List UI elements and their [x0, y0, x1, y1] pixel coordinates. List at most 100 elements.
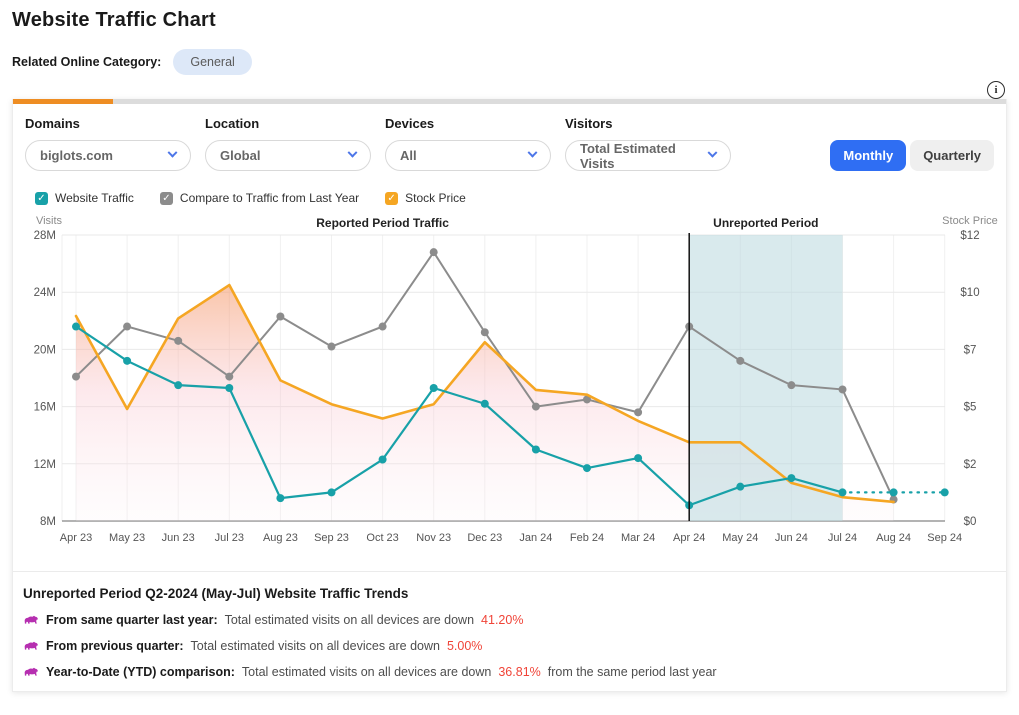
svg-text:Dec 23: Dec 23 [467, 532, 502, 544]
stock-price-line[interactable] [74, 283, 895, 504]
legend-compare-last-year[interactable]: ✓ Compare to Traffic from Last Year [159, 191, 360, 205]
visitors-dropdown[interactable]: Total Estimated Visits [565, 140, 731, 171]
visitors-label: Visitors [565, 116, 613, 131]
svg-text:Unreported Period: Unreported Period [713, 216, 818, 230]
svg-text:Jun 24: Jun 24 [775, 532, 808, 544]
svg-text:Reported Period Traffic: Reported Period Traffic [316, 216, 449, 230]
svg-text:Sep 23: Sep 23 [314, 532, 349, 544]
trend-text: Total estimated visits on all devices ar… [241, 665, 492, 679]
svg-text:Nov 23: Nov 23 [416, 532, 451, 544]
website-traffic-projection[interactable] [841, 488, 949, 497]
svg-text:May 23: May 23 [109, 532, 145, 544]
website-traffic-line[interactable] [72, 322, 847, 510]
svg-text:Aug 23: Aug 23 [263, 532, 298, 544]
svg-text:12M: 12M [34, 459, 56, 471]
domains-value: biglots.com [40, 148, 113, 163]
quarterly-button[interactable]: Quarterly [910, 140, 994, 171]
trends-summary: Unreported Period Q2-2024 (May-Jul) Webs… [13, 571, 1006, 687]
card-accent-bar [13, 99, 1006, 104]
svg-text:Mar 24: Mar 24 [621, 532, 655, 544]
legend-label: Website Traffic [55, 191, 134, 205]
filter-domains: Domains biglots.com [25, 116, 205, 171]
trend-label: From same quarter last year: [46, 613, 218, 627]
page-title: Website Traffic Chart [12, 9, 216, 31]
category-chip[interactable]: General [173, 49, 252, 75]
granularity-toggle: Monthly Quarterly [830, 140, 994, 171]
related-category-row: Related Online Category: General [12, 49, 1007, 75]
legend-website-traffic[interactable]: ✓ Website Traffic [35, 191, 134, 205]
checkbox-checked-icon[interactable]: ✓ [159, 191, 173, 205]
svg-text:Stock Price: Stock Price [942, 215, 998, 227]
svg-text:$5: $5 [964, 402, 977, 414]
svg-text:Jan 24: Jan 24 [519, 532, 552, 544]
domains-label: Domains [25, 116, 80, 131]
svg-text:Aug 24: Aug 24 [876, 532, 911, 544]
svg-text:$7: $7 [964, 344, 977, 356]
chevron-down-icon [347, 147, 358, 158]
svg-text:20M: 20M [34, 344, 56, 356]
trend-suffix: from the same period last year [547, 665, 717, 679]
legend-label: Stock Price [405, 191, 466, 205]
series-legend: ✓ Website Traffic ✓ Compare to Traffic f… [13, 177, 1006, 205]
svg-text:Sep 24: Sep 24 [927, 532, 962, 544]
checkbox-checked-icon[interactable]: ✓ [385, 191, 399, 205]
svg-text:$0: $0 [964, 516, 977, 528]
svg-text:16M: 16M [34, 402, 56, 414]
svg-text:$2: $2 [964, 459, 977, 471]
trend-text: Total estimated visits on all devices ar… [190, 639, 440, 653]
chart-labels: Visits Stock Price Reported Period Traffic… [34, 215, 998, 528]
svg-text:24M: 24M [34, 287, 56, 299]
domains-dropdown[interactable]: biglots.com [25, 140, 191, 171]
trends-heading: Unreported Period Q2-2024 (May-Jul) Webs… [23, 586, 409, 601]
filter-devices: Devices All [385, 116, 565, 171]
monthly-button[interactable]: Monthly [830, 140, 907, 171]
location-value: Global [220, 148, 261, 163]
bear-icon [24, 615, 38, 624]
filter-bar: Domains biglots.com Location Global Devi… [13, 104, 1006, 177]
trend-text: Total estimated visits on all devices ar… [224, 613, 475, 627]
traffic-chart-svg[interactable]: Visits Stock Price Reported Period Traffic… [13, 215, 1006, 563]
visitors-value: Total Estimated Visits [580, 140, 676, 171]
devices-dropdown[interactable]: All [385, 140, 551, 171]
svg-text:Feb 24: Feb 24 [570, 532, 604, 544]
unreported-period-shading [689, 235, 843, 521]
svg-text:Oct 23: Oct 23 [366, 532, 398, 544]
traffic-chart[interactable]: Visits Stock Price Reported Period Traffic… [13, 215, 1006, 565]
chevron-down-icon [167, 147, 178, 158]
svg-text:Apr 23: Apr 23 [60, 532, 92, 544]
trend-value: 36.81% [498, 665, 541, 679]
last-year-line[interactable] [72, 248, 898, 504]
devices-label: Devices [385, 116, 435, 131]
svg-text:May 24: May 24 [722, 532, 758, 544]
bear-icon [24, 667, 38, 676]
trend-row: From previous quarter: Total estimated v… [23, 639, 996, 653]
traffic-chart-card: Domains biglots.com Location Global Devi… [12, 99, 1007, 692]
filter-visitors: Visitors Total Estimated Visits [565, 116, 745, 171]
svg-text:$12: $12 [960, 230, 979, 242]
website-traffic-widget: Website Traffic Chart Related Online Cat… [0, 9, 1019, 692]
trend-value: 41.20% [481, 613, 524, 627]
bear-icon [24, 641, 38, 650]
svg-text:Jul 23: Jul 23 [215, 532, 244, 544]
legend-stock-price[interactable]: ✓ Stock Price [385, 191, 466, 205]
unreported-region [689, 235, 843, 521]
trend-value: 5.00% [446, 639, 483, 653]
svg-text:Jun 23: Jun 23 [162, 532, 195, 544]
location-dropdown[interactable]: Global [205, 140, 371, 171]
filter-location: Location Global [205, 116, 385, 171]
card-accent-highlight [13, 99, 113, 104]
x-axis-labels: Apr 23 May 23 Jun 23 Jul 23 Aug 23 Sep 23 Oct … [60, 532, 962, 544]
trend-row: Year-to-Date (YTD) comparison: Total est… [23, 665, 996, 679]
svg-text:Jul 24: Jul 24 [828, 532, 857, 544]
related-category-label: Related Online Category: [12, 55, 162, 69]
trend-label: From previous quarter: [46, 639, 184, 653]
checkbox-checked-icon[interactable]: ✓ [35, 191, 48, 205]
devices-value: All [400, 148, 417, 163]
legend-label: Compare to Traffic from Last Year [179, 191, 360, 205]
location-label: Location [205, 116, 260, 131]
chevron-down-icon [527, 147, 538, 158]
info-icon[interactable]: i [987, 81, 1005, 99]
svg-text:Apr 24: Apr 24 [673, 532, 705, 544]
svg-text:28M: 28M [34, 230, 56, 242]
trend-label: Year-to-Date (YTD) comparison: [46, 665, 235, 679]
